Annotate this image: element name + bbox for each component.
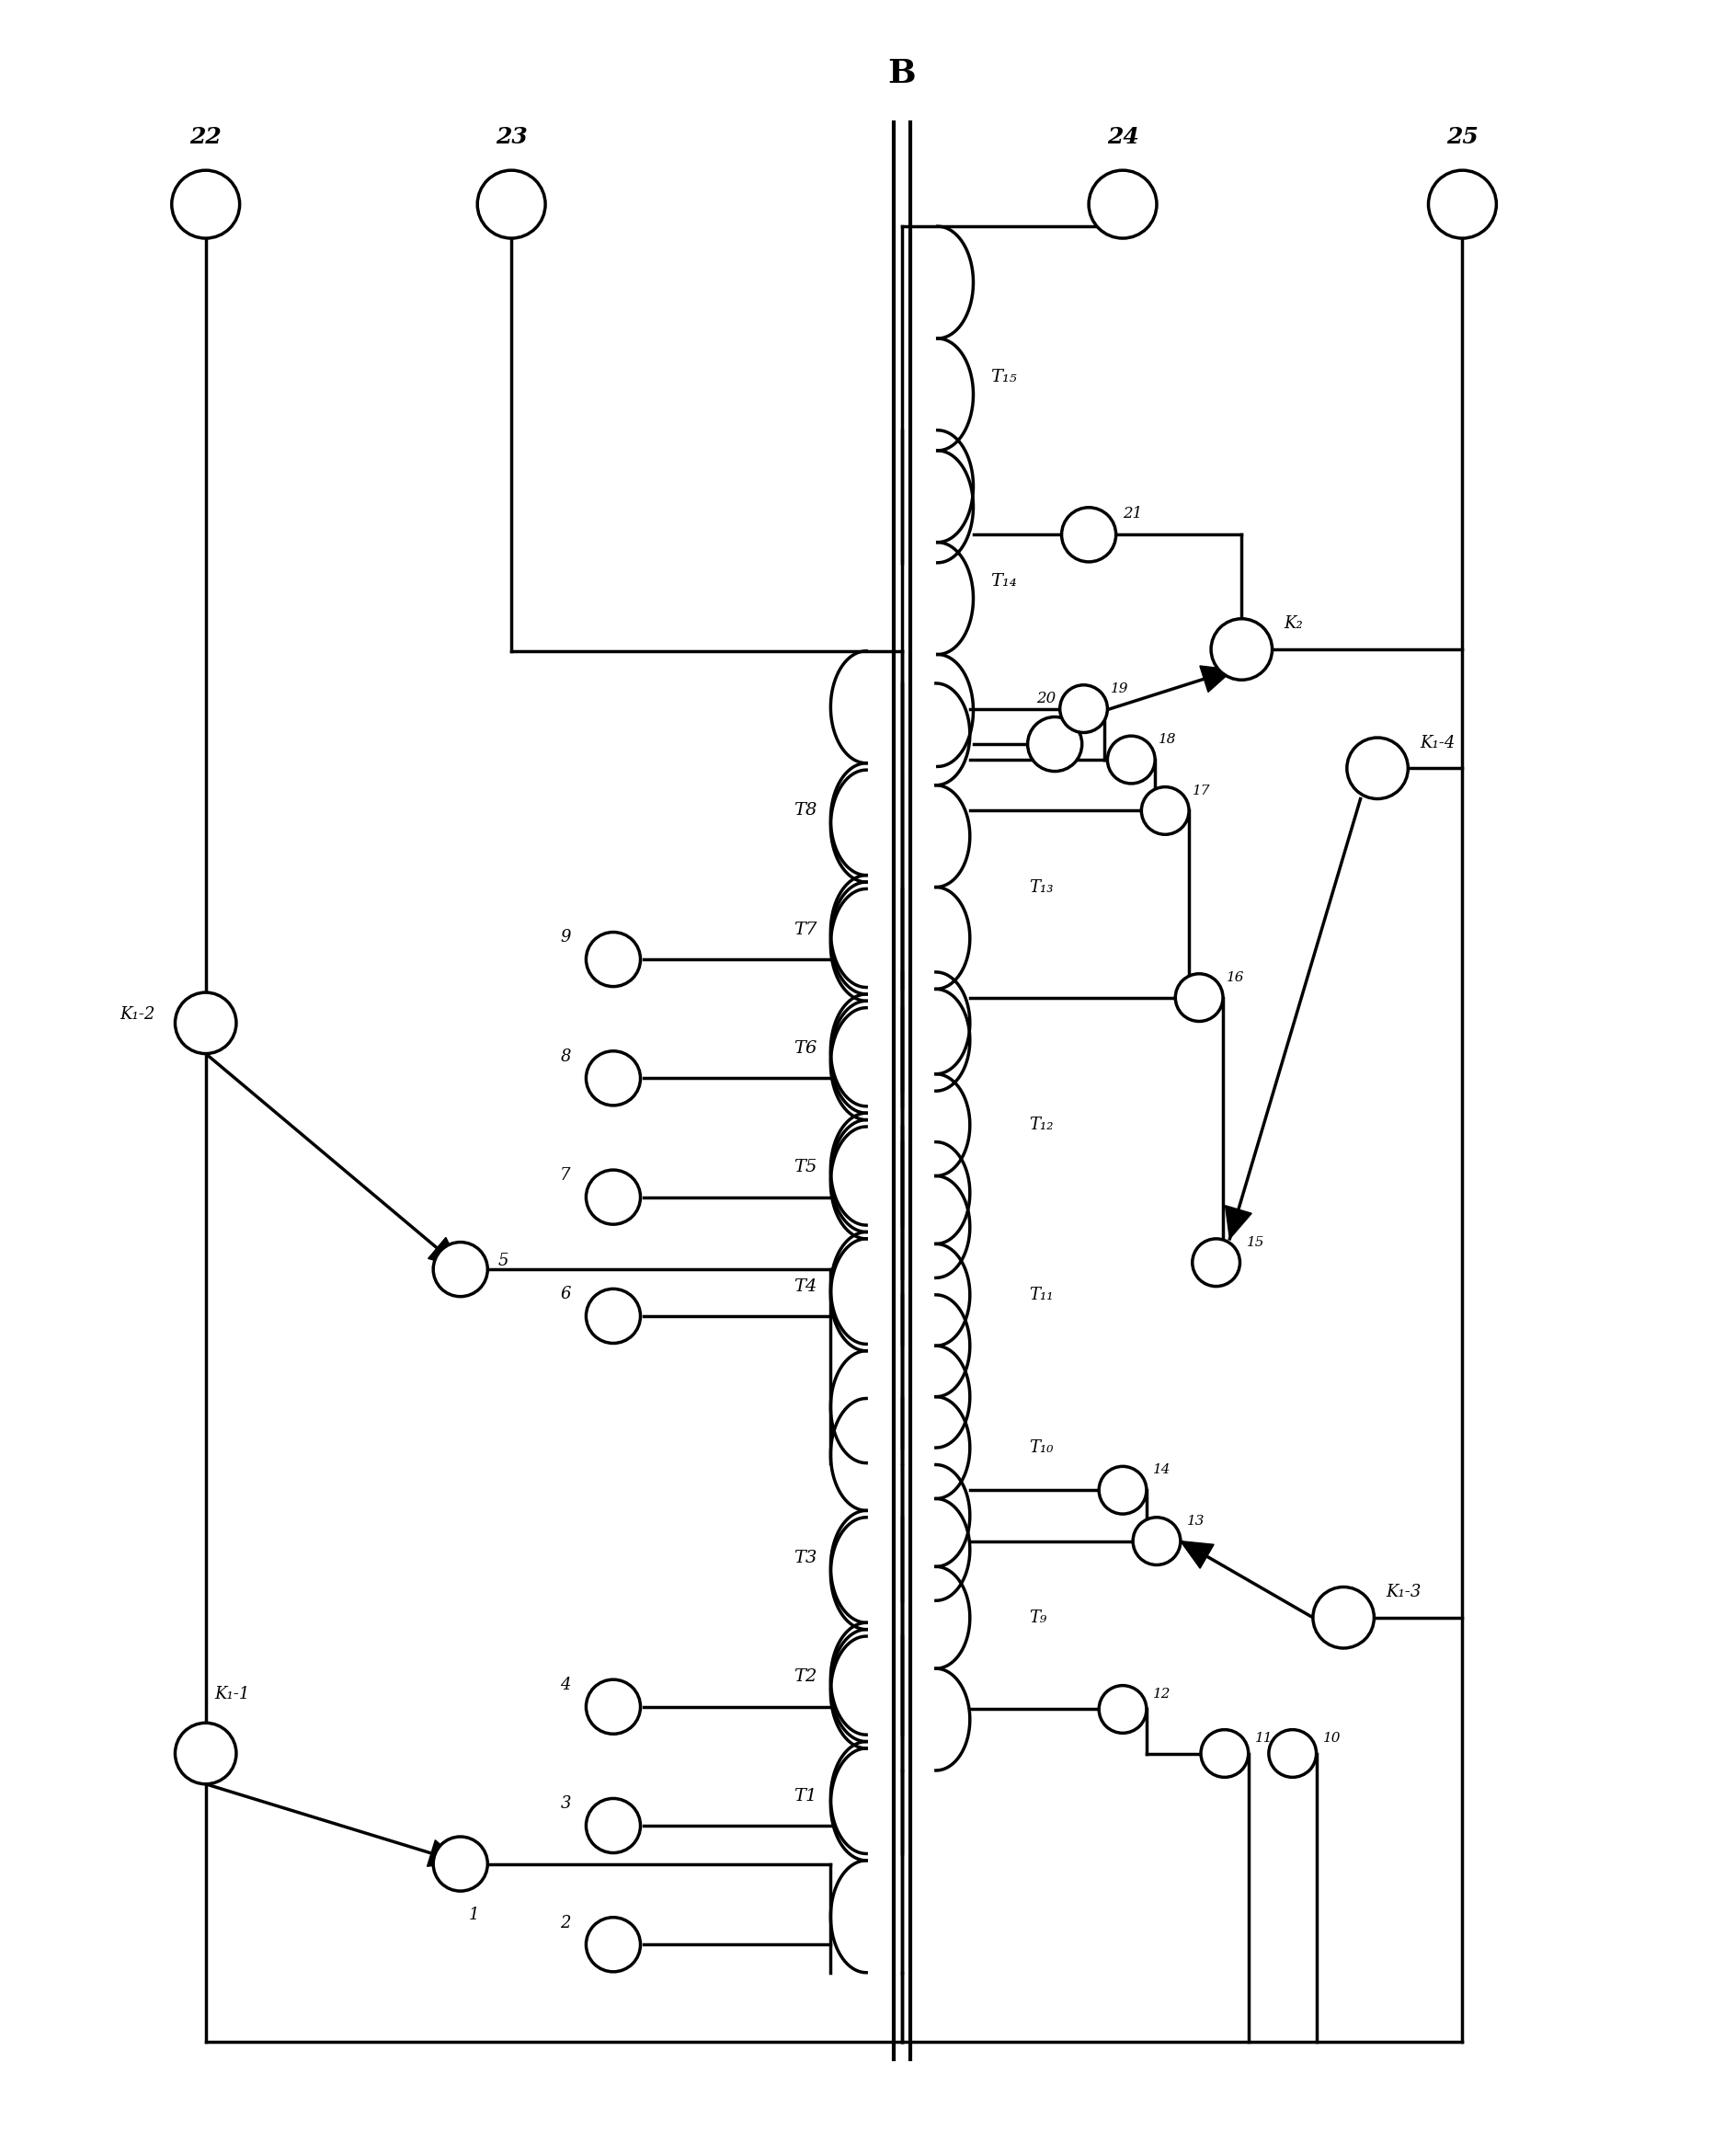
Circle shape (1028, 716, 1082, 771)
Circle shape (587, 1679, 641, 1735)
Text: 11: 11 (1255, 1733, 1272, 1745)
Circle shape (1088, 170, 1156, 239)
Text: T3: T3 (793, 1549, 818, 1566)
Text: 19: 19 (1111, 682, 1128, 695)
Circle shape (1312, 1588, 1375, 1647)
Text: 15: 15 (1246, 1236, 1264, 1249)
Polygon shape (427, 1839, 460, 1867)
Text: 18: 18 (1158, 733, 1177, 746)
Text: T₁₅: T₁₅ (990, 369, 1017, 386)
Circle shape (1061, 684, 1108, 733)
Circle shape (1201, 1730, 1248, 1777)
Text: T7: T7 (793, 921, 818, 938)
Text: 25: 25 (1446, 126, 1479, 149)
Text: K₁-2: K₁-2 (120, 1006, 155, 1023)
Text: 5: 5 (498, 1253, 509, 1270)
Circle shape (1429, 170, 1496, 239)
Text: T₁₁: T₁₁ (1029, 1287, 1054, 1302)
Circle shape (1141, 786, 1189, 835)
Text: 21: 21 (1123, 505, 1142, 522)
Circle shape (1269, 1730, 1316, 1777)
Text: 8: 8 (561, 1048, 571, 1066)
Circle shape (1134, 1517, 1180, 1564)
Text: T1: T1 (793, 1788, 818, 1805)
Circle shape (1193, 1238, 1240, 1287)
Circle shape (1347, 737, 1408, 799)
Text: 24: 24 (1108, 126, 1139, 149)
Circle shape (434, 1242, 488, 1296)
Text: 7: 7 (561, 1168, 571, 1183)
Circle shape (587, 1289, 641, 1343)
Circle shape (1175, 974, 1222, 1021)
Circle shape (587, 1799, 641, 1852)
Circle shape (172, 170, 240, 239)
Text: 22: 22 (189, 126, 222, 149)
Text: B: B (887, 58, 917, 90)
Text: 20: 20 (1036, 690, 1055, 707)
Circle shape (587, 1170, 641, 1225)
Circle shape (477, 170, 545, 239)
Text: 16: 16 (1226, 972, 1245, 985)
Polygon shape (1226, 1206, 1252, 1238)
Circle shape (587, 1918, 641, 1971)
Text: 3: 3 (561, 1796, 571, 1811)
Text: T5: T5 (793, 1159, 818, 1176)
Text: 1: 1 (469, 1907, 479, 1922)
Polygon shape (1200, 665, 1233, 693)
Text: T₁₀: T₁₀ (1029, 1438, 1054, 1455)
Text: K₁-4: K₁-4 (1420, 735, 1455, 750)
Text: T₁₄: T₁₄ (990, 573, 1017, 590)
Text: 17: 17 (1193, 784, 1210, 797)
Text: 6: 6 (561, 1285, 571, 1302)
Circle shape (1099, 1466, 1146, 1513)
Text: 13: 13 (1187, 1515, 1205, 1528)
Circle shape (1062, 507, 1116, 563)
Text: K₁-1: K₁-1 (214, 1686, 250, 1703)
Polygon shape (429, 1238, 460, 1268)
Text: 12: 12 (1153, 1688, 1172, 1701)
Circle shape (434, 1837, 488, 1890)
Text: T4: T4 (793, 1279, 818, 1296)
Circle shape (1108, 735, 1154, 784)
Text: T6: T6 (793, 1040, 818, 1057)
Text: 23: 23 (495, 126, 528, 149)
Circle shape (1099, 1686, 1146, 1733)
Text: K₁-3: K₁-3 (1385, 1583, 1422, 1600)
Text: 9: 9 (561, 929, 571, 946)
Circle shape (587, 931, 641, 987)
Text: T8: T8 (793, 803, 818, 818)
Text: T₁₂: T₁₂ (1029, 1117, 1054, 1134)
Text: 4: 4 (561, 1677, 571, 1694)
Text: T₉: T₉ (1029, 1609, 1047, 1626)
Circle shape (175, 993, 236, 1053)
Text: 2: 2 (561, 1914, 571, 1931)
Circle shape (175, 1722, 236, 1784)
Text: 14: 14 (1153, 1464, 1172, 1477)
Text: T₁₃: T₁₃ (1029, 878, 1054, 895)
Text: T2: T2 (793, 1669, 818, 1686)
Circle shape (1212, 618, 1272, 680)
Polygon shape (1180, 1541, 1213, 1568)
Text: K₂: K₂ (1285, 616, 1304, 633)
Text: 10: 10 (1323, 1733, 1340, 1745)
Circle shape (587, 1051, 641, 1106)
